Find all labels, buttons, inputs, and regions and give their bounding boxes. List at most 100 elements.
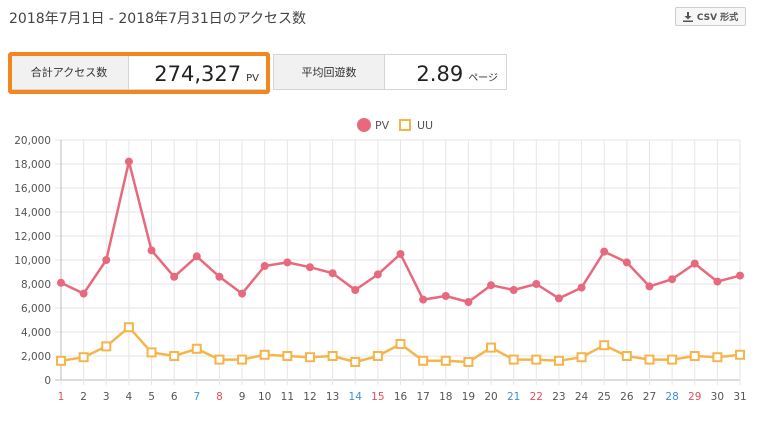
uu-data-point — [689, 351, 700, 361]
uu-data-point — [621, 351, 632, 361]
uu-data-point — [667, 354, 678, 365]
uu-data-point — [395, 339, 406, 349]
pv-data-point — [645, 282, 654, 291]
y-tick-label: 12,000 — [14, 231, 51, 243]
pv-data-point — [690, 259, 699, 268]
x-tick-label: 1 — [58, 391, 65, 403]
x-tick-label: 21 — [507, 391, 520, 403]
x-tick-label: 25 — [598, 391, 611, 403]
legend-pv-marker — [357, 118, 371, 132]
pv-data-point — [600, 247, 609, 256]
uu-data-point — [214, 354, 225, 365]
pv-data-point — [373, 270, 382, 279]
x-tick-label: 16 — [394, 391, 408, 403]
uu-data-point — [553, 355, 564, 366]
uu-data-point — [576, 352, 587, 363]
uu-data-point — [327, 351, 338, 361]
access-line-chart: 0 2,000 4,000 6,000 8,000 10,000 12,000 14,000 1… — [14, 118, 747, 403]
uu-data-point — [282, 351, 293, 361]
uu-data-point — [304, 352, 315, 363]
uu-data-point — [123, 322, 134, 333]
uu-data-point — [237, 354, 248, 365]
pv-data-point — [668, 275, 677, 284]
x-tick-label: 26 — [620, 391, 634, 403]
x-tick-label: 28 — [665, 391, 678, 403]
uu-data-point — [735, 349, 745, 360]
pv-data-point — [464, 298, 473, 306]
total-access-value: 274,327 — [154, 62, 242, 86]
x-tick-label: 24 — [575, 391, 589, 403]
average-pages-label: 平均回遊数 — [274, 55, 385, 89]
x-tick-label: 3 — [103, 391, 110, 403]
uu-data-point — [101, 341, 112, 352]
csv-button-label: CSV 形式 — [696, 13, 739, 23]
y-tick-label: 6,000 — [21, 303, 51, 315]
x-tick-label: 9 — [239, 391, 246, 403]
average-pages-box: 平均回遊数 2.89 ページ — [273, 54, 507, 90]
uu-data-point — [259, 349, 270, 360]
x-tick-label: 4 — [126, 391, 133, 403]
pv-data-point — [102, 256, 111, 264]
pv-data-point — [351, 286, 360, 294]
total-access-value-group: 274,327 PV — [128, 55, 259, 89]
pv-data-point — [215, 272, 224, 281]
uu-data-point — [463, 357, 474, 367]
pv-data-point — [577, 283, 586, 292]
uu-data-point — [440, 355, 451, 366]
pv-data-point — [532, 280, 541, 288]
uu-data-point — [486, 342, 497, 353]
uu-data-point — [78, 352, 89, 363]
pv-data-point — [283, 258, 292, 267]
x-tick-label: 11 — [281, 391, 294, 403]
x-tick-label: 20 — [484, 391, 497, 403]
total-access-unit: PV — [246, 73, 259, 84]
pv-data-point — [192, 252, 201, 261]
x-tick-label: 5 — [148, 391, 155, 403]
x-tick-label: 8 — [216, 391, 223, 403]
y-tick-label: 20,000 — [14, 135, 51, 147]
y-tick-label: 4,000 — [21, 327, 51, 339]
x-tick-label: 30 — [711, 391, 724, 403]
x-tick-label: 10 — [258, 391, 271, 403]
pv-data-point — [509, 286, 518, 294]
average-pages-value-group: 2.89 ページ — [384, 55, 498, 89]
x-tick-label: 13 — [326, 391, 339, 403]
uu-data-point — [531, 354, 542, 365]
x-tick-label: 7 — [193, 391, 200, 403]
legend-pv-label: PV — [375, 119, 390, 132]
x-tick-label: 19 — [462, 391, 475, 403]
page-title: 2018年7月1日 - 2018年7月31日のアクセス数 — [9, 11, 307, 27]
pv-data-point — [396, 250, 405, 258]
uu-data-point — [191, 343, 202, 354]
uu-data-point — [372, 351, 383, 361]
legend-uu-marker — [399, 119, 411, 131]
pv-data-point — [441, 292, 450, 300]
x-tick-label: 22 — [530, 391, 543, 403]
pv-data-point — [147, 246, 156, 255]
x-tick-label: 18 — [439, 391, 452, 403]
x-tick-label: 17 — [416, 391, 429, 403]
uu-data-point — [508, 354, 519, 365]
pv-data-point — [554, 294, 563, 303]
pv-data-point — [79, 289, 88, 298]
uu-data-point — [56, 355, 66, 366]
x-tick-label: 29 — [688, 391, 701, 403]
uu-data-point — [418, 355, 429, 366]
y-tick-label: 2,000 — [21, 351, 51, 363]
average-pages-value: 2.89 — [416, 62, 464, 86]
uu-data-point — [644, 354, 655, 365]
x-tick-label: 31 — [733, 391, 746, 403]
x-tick-label: 2 — [80, 391, 87, 403]
pv-data-point — [305, 263, 314, 272]
legend-uu-label: UU — [417, 119, 433, 132]
csv-export-button[interactable]: CSV 形式 — [675, 7, 746, 26]
uu-data-point — [350, 357, 361, 367]
average-pages-unit: ページ — [468, 73, 498, 84]
uu-data-point — [169, 351, 180, 361]
pv-data-point — [170, 272, 179, 281]
y-tick-label: 18,000 — [14, 159, 51, 171]
pv-data-point — [260, 262, 269, 270]
pv-data-point — [419, 295, 428, 304]
x-tick-label: 23 — [552, 391, 565, 403]
uu-data-point — [146, 347, 157, 358]
